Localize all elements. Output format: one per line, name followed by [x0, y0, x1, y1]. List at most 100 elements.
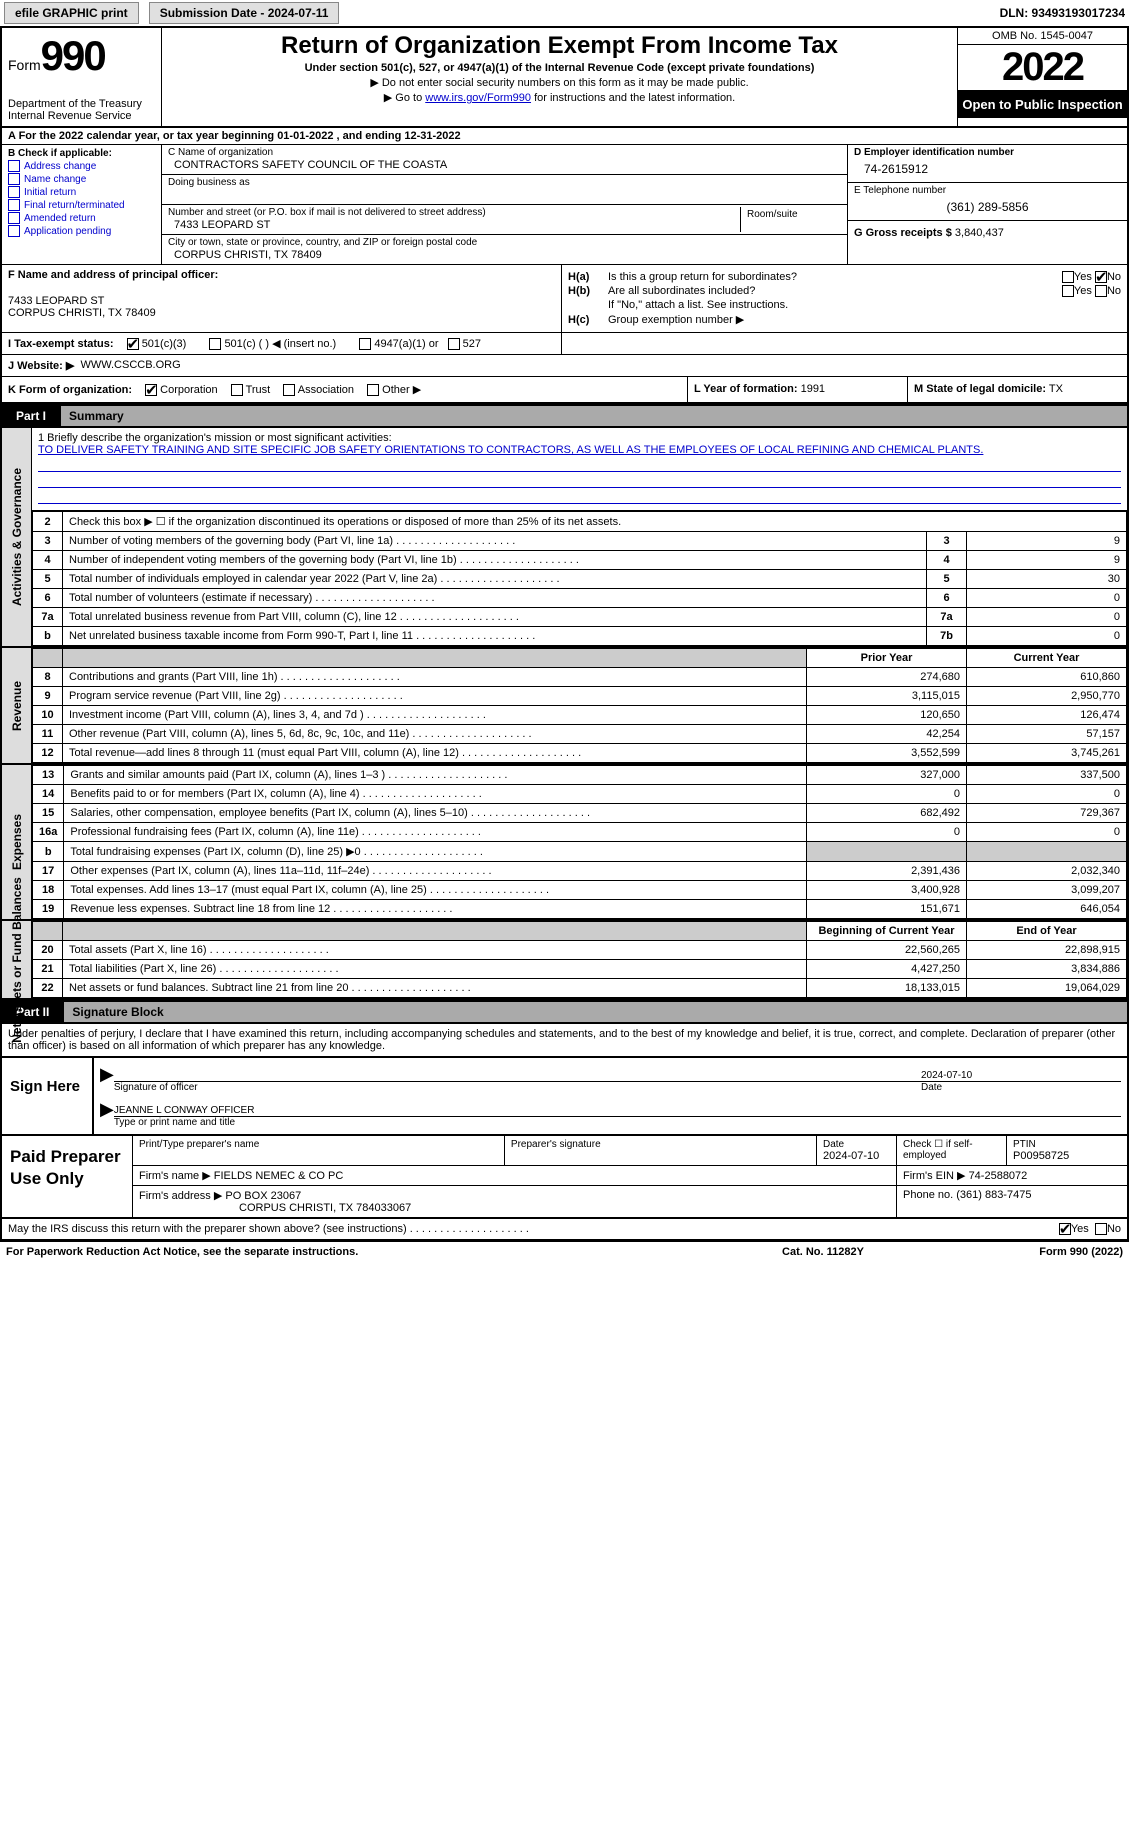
- prior-val: 4,427,250: [807, 960, 967, 979]
- sig-date: 2024-07-10: [921, 1064, 1121, 1082]
- chk-4947[interactable]: [359, 338, 371, 350]
- revenue-body: Revenue Prior YearCurrent Year 8 Contrib…: [0, 648, 1129, 765]
- chk-other[interactable]: [367, 384, 379, 396]
- line-num: 21: [33, 960, 63, 979]
- net-table: Beginning of Current YearEnd of Year 20 …: [32, 921, 1127, 998]
- hb-yes[interactable]: [1062, 285, 1074, 297]
- col-d-ein: D Employer identification number 74-2615…: [847, 145, 1127, 264]
- prior-val: 327,000: [807, 766, 967, 785]
- hc-label: H(c): [568, 314, 608, 326]
- chk-501c3[interactable]: [127, 338, 139, 350]
- current-val: 337,500: [967, 766, 1127, 785]
- line-desc: Contributions and grants (Part VIII, lin…: [63, 668, 807, 687]
- footer-right: Form 990 (2022): [923, 1246, 1123, 1258]
- chk-final[interactable]: [8, 199, 20, 211]
- ha-no[interactable]: [1095, 271, 1107, 283]
- dln-label: DLN: 93493193017234: [1000, 6, 1125, 20]
- line-num: 19: [33, 900, 64, 919]
- line-box: 7b: [927, 627, 967, 646]
- hb-no[interactable]: [1095, 285, 1107, 297]
- room-label: Room/suite: [741, 207, 841, 232]
- line-num: 14: [33, 785, 64, 804]
- current-val: 2,032,340: [967, 862, 1127, 881]
- col-j-empty: [562, 333, 1127, 354]
- org-name-label: C Name of organization: [168, 147, 841, 158]
- chk-501c[interactable]: [209, 338, 221, 350]
- sig-arrow-icon: ▶: [100, 1099, 114, 1128]
- header-right: OMB No. 1545-0047 2022 Open to Public In…: [957, 28, 1127, 126]
- chk-address[interactable]: [8, 160, 20, 172]
- officer-addr1: 7433 LEOPARD ST: [8, 295, 555, 307]
- open-inspection: Open to Public Inspection: [958, 91, 1127, 118]
- line-box: 6: [927, 589, 967, 608]
- header-left: Form990 Department of the Treasury Inter…: [2, 28, 162, 126]
- ein-label: D Employer identification number: [854, 147, 1121, 158]
- row-a-period: A For the 2022 calendar year, or tax yea…: [0, 128, 1129, 145]
- hb-text: Are all subordinates included?: [608, 285, 1062, 297]
- form-org-row: K Form of organization: Corporation Trus…: [2, 377, 687, 402]
- prior-year-header: Prior Year: [807, 649, 967, 668]
- line-desc: Total revenue—add lines 8 through 11 (mu…: [63, 744, 807, 763]
- line-desc: Professional fundraising fees (Part IX, …: [64, 823, 807, 842]
- col-h-group: H(a) Is this a group return for subordin…: [562, 265, 1127, 332]
- current-val: 0: [967, 823, 1127, 842]
- line-num: 5: [33, 570, 63, 589]
- line-num: 11: [33, 725, 63, 744]
- officer-label: F Name and address of principal officer:: [8, 269, 555, 281]
- col-f-officer: F Name and address of principal officer:…: [2, 265, 562, 332]
- current-val: 19,064,029: [967, 979, 1127, 998]
- prior-val: 151,671: [807, 900, 967, 919]
- chk-assoc[interactable]: [283, 384, 295, 396]
- ha-yes[interactable]: [1062, 271, 1074, 283]
- line-box: 5: [927, 570, 967, 589]
- line-desc: Program service revenue (Part VIII, line…: [63, 687, 807, 706]
- line-num: 7a: [33, 608, 63, 627]
- line-box: 7a: [927, 608, 967, 627]
- prior-val: 22,560,265: [807, 941, 967, 960]
- expense-body: Expenses 13 Grants and similar amounts p…: [0, 765, 1129, 921]
- block-bcd: B Check if applicable: Address change Na…: [0, 145, 1129, 265]
- line-num: b: [33, 842, 64, 862]
- line-num: 9: [33, 687, 63, 706]
- prep-title: Paid Preparer Use Only: [2, 1136, 132, 1217]
- discuss-no[interactable]: [1095, 1223, 1107, 1235]
- chk-527[interactable]: [448, 338, 460, 350]
- line-desc: Benefits paid to or for members (Part IX…: [64, 785, 807, 804]
- line-num: 17: [33, 862, 64, 881]
- line-desc: Total expenses. Add lines 13–17 (must eq…: [64, 881, 807, 900]
- chk-name[interactable]: [8, 173, 20, 185]
- current-val: 3,834,886: [967, 960, 1127, 979]
- irs-link[interactable]: www.irs.gov/Form990: [425, 92, 531, 104]
- line-num: 20: [33, 941, 63, 960]
- form-label: Form: [8, 57, 41, 73]
- end-year-header: End of Year: [967, 922, 1127, 941]
- current-year-header: Current Year: [967, 649, 1127, 668]
- sig-line: [114, 1064, 921, 1082]
- chk-initial[interactable]: [8, 186, 20, 198]
- current-val: 22,898,915: [967, 941, 1127, 960]
- tax-status-row: I Tax-exempt status: 501(c)(3) 501(c) ( …: [2, 333, 562, 354]
- line-desc: Revenue less expenses. Subtract line 18 …: [64, 900, 807, 919]
- line-box: 4: [927, 551, 967, 570]
- dept-label: Department of the Treasury Internal Reve…: [8, 98, 155, 122]
- line-val: 0: [967, 608, 1127, 627]
- chk-pending[interactable]: [8, 225, 20, 237]
- chk-corp[interactable]: [145, 384, 157, 396]
- submission-date-btn[interactable]: Submission Date - 2024-07-11: [149, 2, 340, 24]
- discuss-yes[interactable]: [1059, 1223, 1071, 1235]
- gross-label: G Gross receipts $: [854, 227, 952, 239]
- chk-trust[interactable]: [231, 384, 243, 396]
- prep-right: Print/Type preparer's name Preparer's si…: [132, 1136, 1127, 1217]
- revenue-table: Prior YearCurrent Year 8 Contributions a…: [32, 648, 1127, 763]
- line-box: 3: [927, 532, 967, 551]
- note-link: ▶ Go to www.irs.gov/Form990 for instruct…: [170, 91, 949, 104]
- expense-table: 13 Grants and similar amounts paid (Part…: [32, 765, 1127, 919]
- chk-amended[interactable]: [8, 212, 20, 224]
- mission-text: TO DELIVER SAFETY TRAINING AND SITE SPEC…: [38, 444, 1121, 456]
- efile-print-btn[interactable]: efile GRAPHIC print: [4, 2, 139, 24]
- dba-label: Doing business as: [168, 177, 841, 188]
- prep-block: Paid Preparer Use Only Print/Type prepar…: [0, 1135, 1129, 1219]
- org-name: CONTRACTORS SAFETY COUNCIL OF THE COASTA: [168, 158, 841, 172]
- footer: For Paperwork Reduction Act Notice, see …: [0, 1241, 1129, 1262]
- sign-block: Sign Here ▶ Signature of officer 2024-07…: [0, 1058, 1129, 1135]
